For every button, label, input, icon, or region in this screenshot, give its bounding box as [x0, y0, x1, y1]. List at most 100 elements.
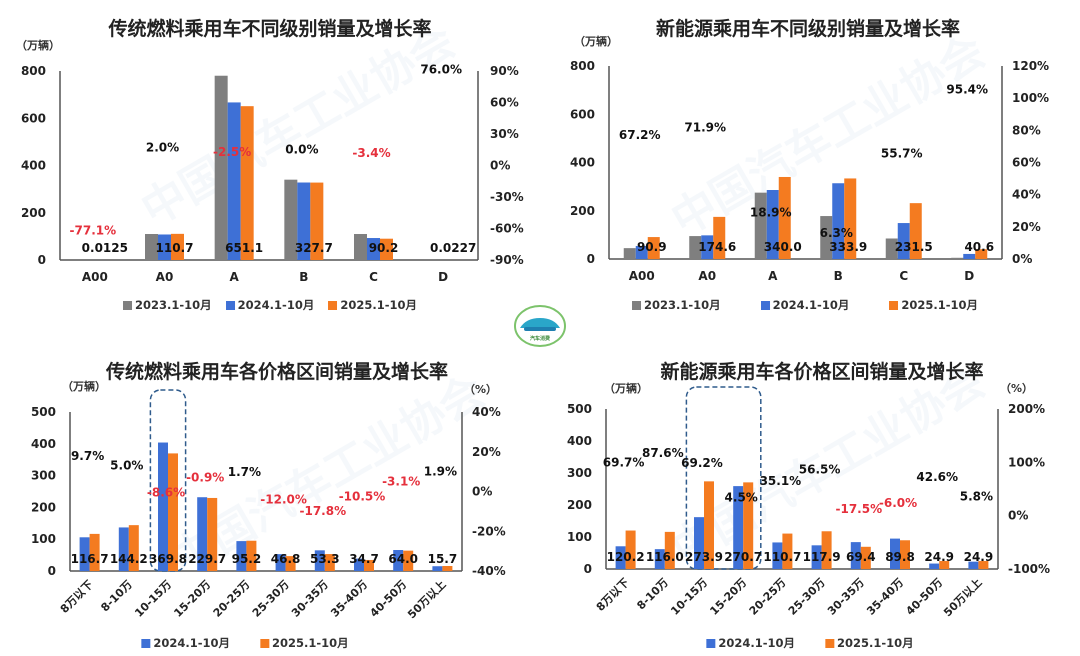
y2-tick-label: 40% [472, 405, 501, 419]
bar-2025.1-10月 [380, 238, 393, 260]
bar-2024.1-10月 [701, 235, 714, 259]
legend-item: 2025.1-10月 [260, 635, 349, 651]
x-tick-label: 15-20万 [707, 576, 749, 618]
growth-label: 9.7% [71, 449, 104, 463]
growth-label: 2.0% [146, 140, 179, 154]
growth-label: 35.1% [760, 474, 802, 488]
data-label: 0.0125 [82, 241, 128, 255]
bar-2025.1-10月 [782, 533, 793, 569]
growth-label: -17.5% [835, 502, 882, 516]
bar-2024.1-10月 [733, 486, 744, 569]
y-tick-label: 400 [21, 159, 46, 173]
data-label: 110.7 [156, 241, 194, 255]
x-tick-label: A0 [156, 270, 174, 284]
data-label: 40.6 [964, 240, 994, 254]
bar-2024.1-10月 [694, 517, 704, 569]
highlight-box [685, 386, 762, 570]
growth-label: 5.0% [110, 459, 143, 473]
data-label: 64.0 [388, 552, 418, 566]
growth-label: -2.5% [213, 145, 251, 159]
data-label: 89.8 [885, 550, 915, 564]
data-label: 273.9 [685, 550, 723, 564]
legend-swatch [123, 300, 133, 310]
x-tick-label: A [768, 269, 778, 283]
legend-item: 2025.1-10月 [889, 297, 978, 313]
legend-item: 2024.1-10月 [225, 297, 315, 313]
bar-2025.1-10月 [364, 559, 374, 571]
y2-tick-label: 0% [1008, 509, 1028, 523]
bar-2025.1-10月 [975, 249, 988, 259]
y-tick-label: 300 [31, 469, 56, 483]
legend-label: 2025.1-10月 [340, 298, 417, 312]
bar-2024.1-10月 [635, 245, 648, 259]
legend-item: 2025.1-10月 [328, 297, 417, 313]
x-tick-label: 40-50万 [903, 576, 945, 618]
x-tick-label: A [230, 270, 240, 284]
legend-label: 2023.1-10月 [135, 298, 212, 312]
y-tick-label: 0 [48, 564, 56, 578]
x-tick-label: 8-10万 [634, 576, 670, 612]
bar-2024.1-10月 [432, 566, 443, 571]
data-label: 327.7 [295, 241, 333, 255]
y2-tick-label: 20% [1012, 220, 1041, 234]
bar-2024.1-10月 [654, 549, 665, 569]
bar-2025.1-10月 [128, 525, 139, 571]
legend-swatch [825, 638, 834, 648]
legend-label: 2024.1-10月 [237, 298, 315, 312]
y-tick-label: 600 [570, 107, 595, 121]
legend-swatch [760, 300, 770, 310]
bar-2023.1-10月 [145, 234, 158, 260]
x-tick-label: 10-15万 [132, 578, 174, 620]
data-label: 53.3 [310, 552, 340, 566]
legend-label: 2025.1-10月 [272, 636, 349, 650]
legend-label: 2024.1-10月 [772, 298, 850, 312]
growth-label: 0.0% [285, 143, 318, 157]
y2-tick-label: 0% [490, 159, 510, 173]
bar-2024.1-10月 [393, 550, 404, 571]
y-tick-label: 500 [31, 405, 56, 419]
data-label: 116.0 [646, 550, 684, 564]
data-label: 651.1 [225, 241, 263, 255]
x-tick-label: C [369, 270, 378, 284]
growth-label: 42.6% [916, 470, 958, 484]
x-tick-label: D [964, 269, 974, 283]
legend-label: 2024.1-10月 [718, 636, 795, 650]
data-label: 116.7 [71, 552, 109, 566]
growth-label: -3.1% [382, 475, 420, 489]
y2-tick-label: 60% [1012, 156, 1041, 170]
growth-label: 1.9% [424, 465, 457, 479]
data-label: 369.8 [149, 552, 187, 566]
y-tick-label: 800 [21, 64, 46, 78]
y-tick-label: 0 [584, 562, 592, 576]
y2-tick-label: -90% [490, 253, 524, 267]
bar-2025.1-10月 [978, 561, 989, 569]
growth-label: -3.4% [352, 146, 390, 160]
data-label: 90.9 [637, 240, 667, 254]
bar-2024.1-10月 [158, 234, 171, 260]
x-tick-label: 40-50万 [367, 578, 409, 620]
bar-2025.1-10月 [713, 216, 726, 259]
bar-2024.1-10月 [615, 546, 626, 569]
growth-label: 1.7% [228, 465, 261, 479]
growth-label: 95.4% [946, 83, 988, 97]
x-tick-label: D [438, 270, 448, 284]
bar-2025.1-10月 [664, 531, 675, 569]
bar-2024.1-10月 [850, 542, 861, 569]
bar-2025.1-10月 [207, 497, 218, 571]
bar-2023.1-10月 [820, 216, 833, 259]
data-label: 24.9 [924, 550, 954, 564]
x-tick-label: 30-35万 [289, 578, 331, 620]
legend-swatch [632, 300, 642, 310]
y2-tick-label: -30% [490, 190, 524, 204]
chart2-title: 新能源乘用车不同级别销量及增长率 [655, 18, 961, 40]
data-label: 34.7 [349, 552, 379, 566]
data-label: 95.2 [232, 552, 262, 566]
bar-2025.1-10月 [285, 556, 296, 571]
data-label: 340.0 [764, 240, 802, 254]
bar-2023.1-10月 [354, 234, 367, 260]
data-label: 120.2 [607, 550, 645, 564]
growth-label: 56.5% [799, 463, 841, 477]
y2-tick-label: -60% [490, 222, 524, 236]
y2-tick-label: 80% [1012, 123, 1041, 137]
y-tick-label: 400 [570, 156, 595, 170]
